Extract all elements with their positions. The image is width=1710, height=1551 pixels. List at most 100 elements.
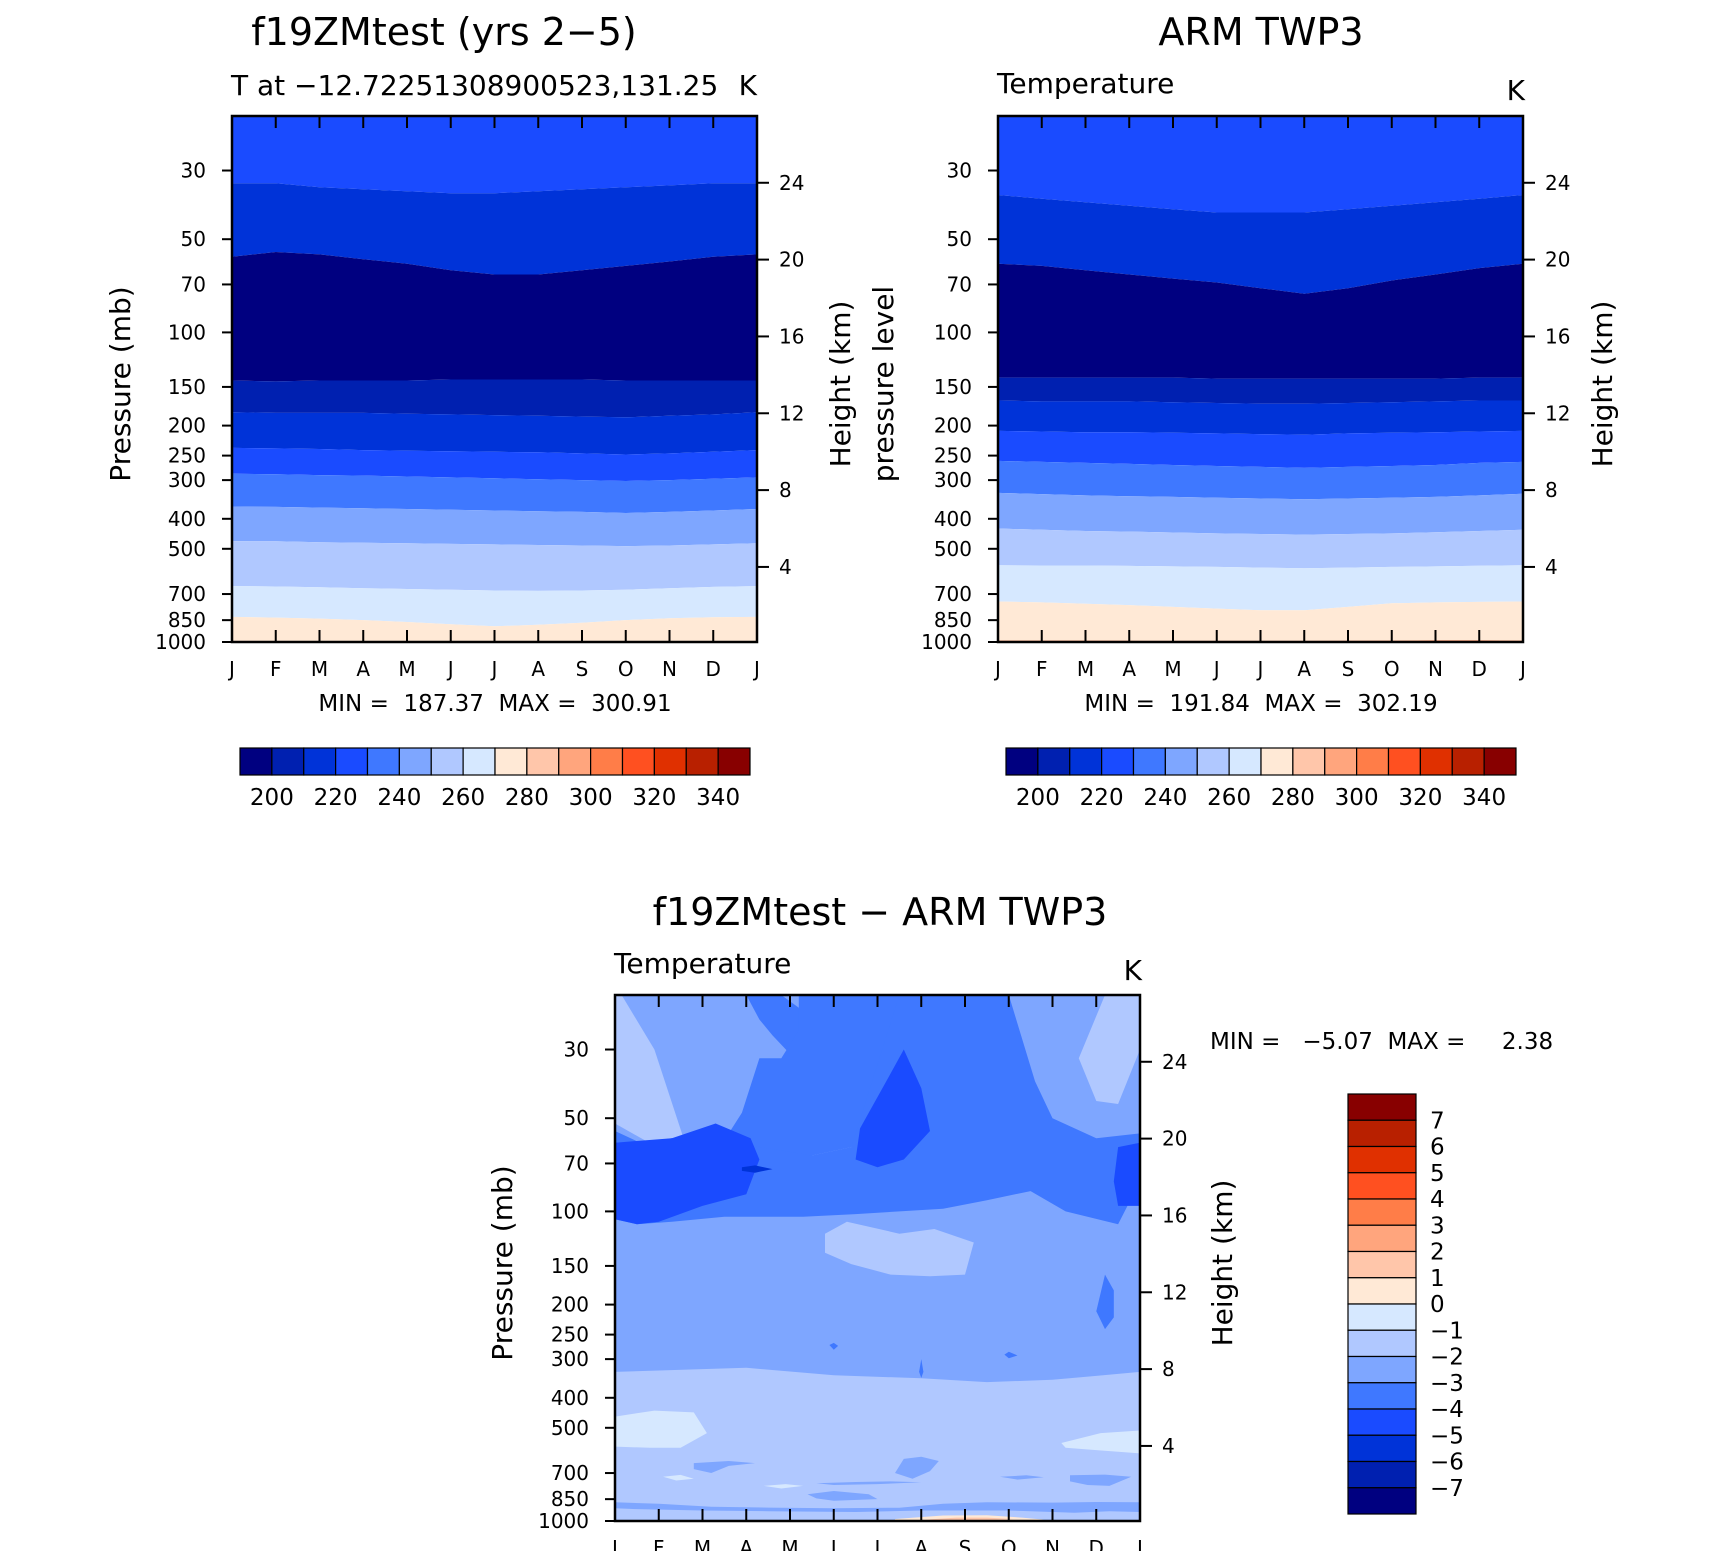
colorbar-swatch [1347, 1145, 1417, 1174]
x-tick-label: O [1384, 657, 1400, 681]
contour-region [895, 1456, 939, 1479]
right-tick-label: 4 [1162, 1434, 1175, 1458]
y-tick-label: 400 [934, 507, 972, 531]
y-tick-label: 1000 [155, 630, 206, 654]
colorbar-swatch [1101, 747, 1135, 776]
contour-band [232, 473, 757, 513]
contour-band [998, 400, 1523, 435]
colorbar-swatch [1347, 1250, 1417, 1279]
colorbar-label: 0 [1430, 1292, 1445, 1318]
x-tick-label: D [1089, 1536, 1104, 1551]
colorbar-swatch [1356, 747, 1390, 776]
x-tick-label: A [739, 1536, 753, 1551]
contour-region [763, 1484, 804, 1489]
colorbar: 200 220 240 260 280 300 320 340 [1005, 747, 1517, 811]
colorbar-swatch [621, 747, 655, 776]
panel-subtitle-left: Temperature [613, 947, 791, 980]
colorbar-swatch [239, 747, 273, 776]
colorbar-swatch [1037, 747, 1071, 776]
colorbar-swatch [1324, 747, 1358, 776]
x-tick-label: S [959, 1536, 972, 1551]
x-tick-label: S [1342, 657, 1355, 681]
contour-band [998, 528, 1523, 569]
contour-region [746, 995, 808, 1054]
x-tick-label: M [781, 1536, 798, 1551]
y-tick-label: 300 [934, 468, 972, 492]
x-tick-label: M [1164, 657, 1181, 681]
contour-band [998, 263, 1523, 379]
right-tick-label: 16 [1545, 324, 1570, 348]
contour-band [998, 116, 1523, 213]
x-tick-label: J [1212, 657, 1220, 681]
y-tick-label: 850 [934, 608, 972, 632]
colorbar-swatch [1260, 747, 1294, 776]
x-tick-label: M [311, 657, 328, 681]
y-tick-label: 50 [947, 227, 972, 251]
contour-plot [996, 114, 1525, 644]
y-tick-label: 850 [168, 608, 206, 632]
x-tick-label: N [662, 657, 677, 681]
y-tick-label: 300 [168, 468, 206, 492]
y-tick-label: 50 [564, 1106, 589, 1130]
y-tick-label: 30 [564, 1038, 589, 1062]
panel-title: ARM TWP3 [1158, 10, 1363, 54]
colorbar-swatch [1347, 1198, 1417, 1226]
contour-plot [613, 993, 1142, 1523]
x-tick-label: A [531, 657, 545, 681]
y-tick-label: 150 [168, 375, 206, 399]
contour-plot [230, 114, 759, 644]
colorbar-label: 260 [1207, 785, 1251, 811]
contour-region [1096, 1274, 1114, 1330]
colorbar-label: 240 [1143, 785, 1187, 811]
y-axis-label-right: Height (km) [1586, 301, 1619, 468]
y-tick-label: 70 [564, 1151, 589, 1175]
y-tick-label: 700 [168, 582, 206, 606]
colorbar-swatch [1387, 747, 1421, 776]
y-tick-label: 500 [168, 537, 206, 561]
colorbar-swatch [366, 747, 400, 776]
colorbar-swatch [1347, 1172, 1417, 1200]
contour-region [807, 1491, 878, 1501]
colorbar-swatch [303, 747, 337, 776]
contour-region [1061, 1430, 1140, 1454]
contour-band [998, 195, 1523, 294]
right-tick-label: 12 [779, 401, 804, 425]
min-max-stats: MIN = 187.37 MAX = 300.91 [318, 691, 671, 717]
x-tick-label: J [752, 657, 760, 681]
contour-band [232, 506, 757, 547]
contour-band [232, 183, 757, 275]
colorbar-label: −6 [1430, 1450, 1464, 1476]
right-tick-label: 16 [1162, 1203, 1187, 1227]
colorbar-swatch [1132, 747, 1166, 776]
right-tick-label: 24 [779, 171, 804, 195]
right-tick-label: 8 [1545, 478, 1558, 502]
contour-region [663, 1474, 694, 1481]
y-axis-label: Pressure (mb) [104, 286, 137, 481]
y-tick-label: 700 [551, 1461, 589, 1485]
contour-band [232, 541, 757, 591]
panel-subtitle-left: Temperature [996, 67, 1174, 100]
colorbar-swatch [398, 747, 432, 776]
right-tick-label: 4 [779, 555, 792, 579]
right-tick-label: 12 [1545, 401, 1570, 425]
colorbar-swatch [462, 747, 496, 776]
panel-difference: f19ZMtest − ARM TWP3 Temperature K J F M A M… [486, 890, 1553, 1551]
y-tick-label: 70 [947, 272, 972, 296]
y-tick-label: 150 [551, 1254, 589, 1278]
x-tick-label: F [270, 657, 282, 681]
colorbar-swatch [590, 747, 624, 776]
y-tick-label: 30 [947, 159, 972, 183]
panel-observation: ARM TWP3 Temperature K J F M A M J J A S O N D J 30 5… [867, 10, 1619, 811]
y-axis-label: pressure level [867, 286, 900, 482]
colorbar-swatch [1347, 1487, 1417, 1515]
y-tick-label: 400 [551, 1386, 589, 1410]
y-tick-label: 200 [551, 1293, 589, 1317]
colorbar-swatch [430, 747, 464, 776]
colorbar-swatch [1451, 747, 1485, 776]
colorbar-swatch [1347, 1355, 1417, 1384]
contour-region [615, 995, 685, 1156]
